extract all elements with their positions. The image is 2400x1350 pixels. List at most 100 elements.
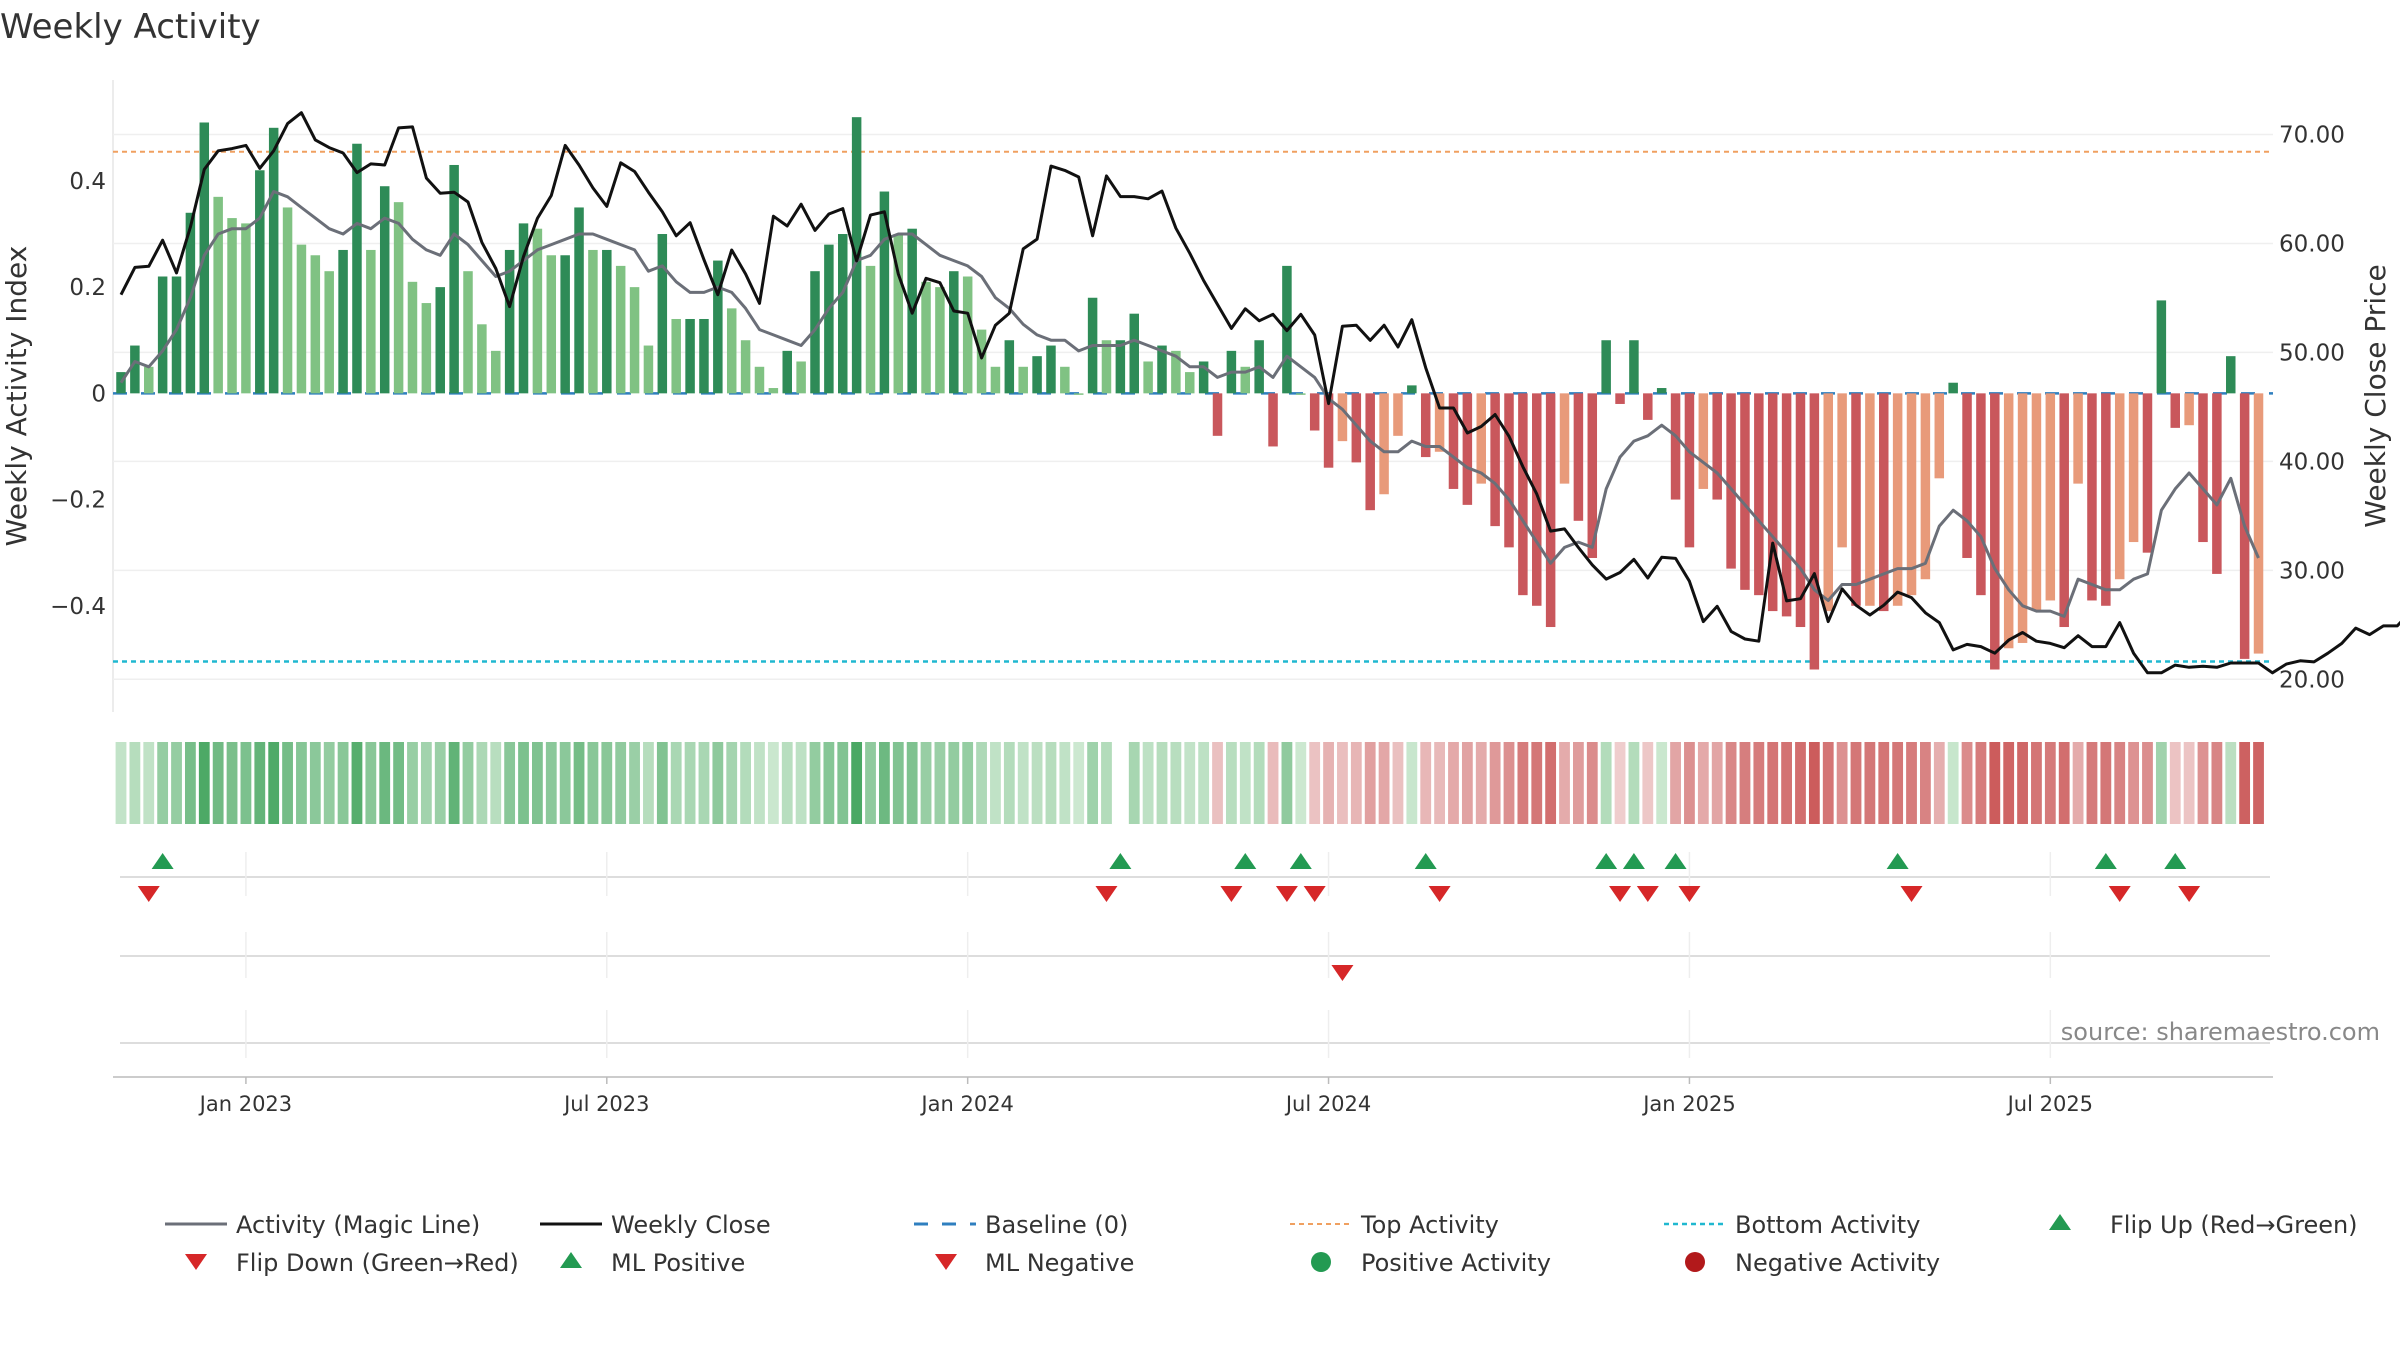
activity-bar-10 — [255, 170, 265, 394]
activity-bar-1 — [130, 345, 140, 394]
flip-up-marker-148 — [2164, 853, 2187, 869]
heat-cell-10 — [254, 742, 266, 824]
activity-bar-110 — [1643, 393, 1653, 420]
activity-bar-73 — [1129, 313, 1139, 394]
activity-bar-48 — [782, 350, 792, 394]
heat-cell-142 — [2086, 742, 2098, 824]
activity-bars — [116, 117, 2264, 670]
activity-bar-39 — [657, 234, 668, 394]
heat-cell-50 — [809, 742, 821, 824]
heat-cell-86 — [1309, 742, 1321, 824]
activity-bar-143 — [2101, 393, 2111, 606]
heat-cell-9 — [240, 742, 252, 824]
heat-cell-23 — [434, 742, 446, 824]
activity-bar-63 — [990, 366, 1001, 394]
activity-bar-21 — [407, 281, 418, 394]
heat-cell-59 — [934, 742, 946, 824]
legend-ml-negative-label: ML Negative — [985, 1249, 1134, 1277]
activity-bar-44 — [726, 308, 737, 394]
x-tick-4: Jan 2025 — [1641, 1092, 1736, 1116]
legend-weekly-close-label: Weekly Close — [611, 1211, 771, 1239]
reference-lines — [113, 150, 2273, 663]
legend-negative-activity-label: Negative Activity — [1735, 1249, 1940, 1277]
heat-cell-151 — [2211, 742, 2223, 824]
legend-positive-activity-label: Positive Activity — [1361, 1249, 1551, 1277]
activity-bar-113 — [1684, 393, 1695, 548]
heat-cell-92 — [1392, 742, 1404, 824]
y2-axis-label: Weekly Close Price — [2359, 264, 2392, 527]
activity-bar-102 — [1532, 393, 1542, 606]
activity-bar-127 — [1879, 393, 1889, 612]
heat-cell-126 — [1864, 742, 1876, 824]
flip-down-marker-113 — [1678, 886, 1701, 902]
heat-cell-66 — [1031, 742, 1043, 824]
heat-cell-46 — [754, 742, 765, 824]
heat-cell-145 — [2128, 742, 2139, 824]
heat-cell-71 — [1101, 742, 1112, 824]
heat-cell-148 — [2169, 742, 2181, 824]
activity-bar-12 — [282, 207, 293, 394]
ml-negative-marker-88 — [1331, 965, 1354, 981]
heat-cell-111 — [1656, 742, 1668, 824]
activity-bar-149 — [2184, 393, 2194, 426]
activity-bar-108 — [1615, 393, 1625, 404]
heat-cell-6 — [198, 742, 210, 824]
heat-cell-38 — [643, 742, 654, 824]
activity-bar-71 — [1101, 340, 1112, 394]
activity-bar-103 — [1545, 393, 1556, 628]
heat-cell-81 — [1239, 742, 1251, 824]
activity-bar-4 — [171, 276, 182, 394]
activity-bar-31 — [546, 255, 557, 394]
heat-cell-54 — [865, 742, 876, 824]
heat-cell-100 — [1503, 742, 1515, 824]
activity-bar-25 — [463, 271, 473, 394]
activity-bar-17 — [352, 143, 362, 394]
source-note: source: sharemaestro.com — [2061, 1018, 2380, 1046]
heat-cell-132 — [1947, 742, 1959, 824]
legend-bottom-activity-label: Bottom Activity — [1735, 1211, 1920, 1239]
heat-cell-25 — [462, 742, 474, 824]
heat-cell-144 — [2114, 742, 2126, 824]
heat-cell-101 — [1517, 742, 1529, 824]
heat-cell-47 — [767, 742, 779, 824]
activity-bar-109 — [1629, 340, 1639, 394]
heat-cell-42 — [698, 742, 710, 824]
flip-down-marker-84 — [1275, 886, 1298, 902]
flip-up-marker-85 — [1289, 853, 1312, 869]
heat-cell-105 — [1573, 742, 1584, 824]
activity-bar-86 — [1309, 393, 1320, 431]
activity-bar-8 — [227, 218, 237, 394]
heat-cell-45 — [740, 742, 751, 824]
heat-cell-103 — [1545, 742, 1557, 824]
activity-bar-7 — [213, 196, 223, 394]
activity-bar-92 — [1393, 393, 1403, 436]
heat-cell-94 — [1420, 742, 1432, 824]
flip-down-marker-80 — [1220, 886, 1243, 902]
legend-ml-positive-marker — [560, 1252, 582, 1268]
activity-bar-128 — [1892, 393, 1903, 606]
heat-cell-62 — [976, 742, 987, 824]
activity-bar-145 — [2128, 393, 2139, 543]
y-tick-1: −0.2 — [50, 488, 106, 514]
activity-bar-129 — [1906, 393, 1917, 596]
heat-cell-138 — [2031, 742, 2042, 824]
activity-bar-137 — [2017, 393, 2028, 643]
activity-bar-111 — [1656, 388, 1667, 394]
legend-flip-up-marker — [2049, 1214, 2071, 1230]
heat-cell-51 — [823, 742, 835, 824]
heat-cell-31 — [545, 742, 557, 824]
heat-cell-84 — [1281, 742, 1293, 824]
flip-down-marker-86 — [1303, 886, 1326, 902]
activity-bar-32 — [560, 255, 570, 394]
heat-cell-152 — [2225, 742, 2237, 824]
heat-cell-99 — [1489, 742, 1501, 824]
activity-bar-65 — [1018, 366, 1028, 394]
activity-bar-56 — [893, 234, 904, 394]
heat-cell-18 — [365, 742, 377, 824]
heat-cell-130 — [1920, 742, 1931, 824]
heat-cell-11 — [268, 742, 280, 824]
activity-bar-79 — [1212, 393, 1223, 436]
heat-cell-36 — [615, 742, 627, 824]
heat-cell-125 — [1850, 742, 1862, 824]
activity-bar-101 — [1518, 393, 1528, 596]
